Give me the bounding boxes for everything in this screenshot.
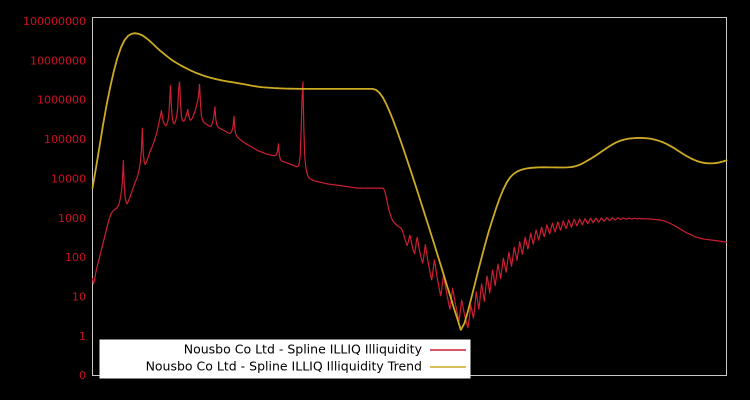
series-lines	[91, 32, 728, 331]
y-axis-tick-label: 1	[79, 330, 86, 343]
y-axis-tick-label: 10	[72, 290, 86, 303]
illiquidity-series-line	[91, 81, 728, 329]
legend-entry-label: Nousbo Co Ltd - Spline ILLIQ Illiquidity…	[146, 359, 422, 374]
y-axis-tick-label: 10000	[51, 172, 86, 185]
y-axis-tick-label: 100000	[44, 133, 86, 146]
illiquidity-trend-line	[91, 32, 728, 331]
y-axis-tick-label: 1000	[58, 212, 86, 225]
y-axis-tick-label: 10000000	[30, 54, 86, 67]
y-axis-tick-label: 0	[79, 369, 86, 382]
legend-entry-label: Nousbo Co Ltd - Spline ILLIQ Illiquidity	[184, 342, 423, 357]
y-axis-tick-label: 100	[65, 251, 86, 264]
y-axis-tick-labels: 1000000001000000010000001000001000010001…	[23, 15, 86, 382]
y-axis-tick-label: 100000000	[23, 15, 86, 28]
chart-legend[interactable]: Nousbo Co Ltd - Spline ILLIQ Illiquidity…	[99, 339, 471, 379]
y-axis-tick-label: 1000000	[37, 94, 86, 107]
legend-background	[99, 339, 471, 379]
